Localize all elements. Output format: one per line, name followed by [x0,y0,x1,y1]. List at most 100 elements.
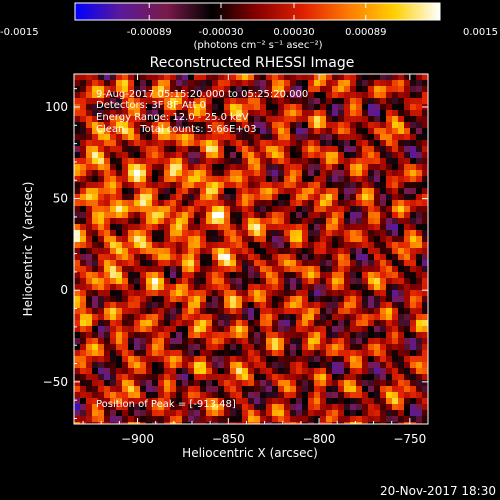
heatmap-pixel [254,266,260,272]
heatmap-pixel [422,158,428,164]
heatmap-pixel [308,332,314,338]
heatmap-pixel [320,404,326,410]
heatmap-pixel [404,260,410,266]
heatmap-pixel [302,98,308,104]
heatmap-pixel [164,104,170,110]
heatmap-pixel [188,206,194,212]
heatmap-pixel [356,386,362,392]
heatmap-pixel [164,278,170,284]
heatmap-pixel [158,224,164,230]
heatmap-pixel [140,356,146,362]
heatmap-pixel [374,236,380,242]
heatmap-pixel [152,350,158,356]
heatmap-pixel [110,200,116,206]
heatmap-pixel [278,416,284,422]
heatmap-pixel [302,374,308,380]
heatmap-pixel [110,212,116,218]
heatmap-pixel [236,350,242,356]
heatmap-pixel [134,128,140,134]
heatmap-pixel [368,236,374,242]
heatmap-pixel [92,158,98,164]
heatmap-pixel [356,272,362,278]
heatmap-pixel [230,368,236,374]
heatmap-pixel [140,314,146,320]
heatmap-pixel [212,398,218,404]
heatmap-pixel [404,74,410,80]
heatmap-pixel [320,314,326,320]
heatmap-pixel [74,344,80,350]
heatmap-pixel [296,398,302,404]
heatmap-pixel [158,344,164,350]
heatmap-pixel [230,200,236,206]
heatmap-pixel [422,80,428,86]
heatmap-pixel [224,374,230,380]
heatmap-pixel [134,272,140,278]
heatmap-pixel [362,248,368,254]
heatmap-pixel [176,278,182,284]
heatmap-pixel [242,74,248,80]
heatmap-pixel [308,320,314,326]
heatmap-pixel [362,242,368,248]
heatmap-pixel [188,386,194,392]
heatmap-pixel [380,416,386,422]
heatmap-pixel [284,152,290,158]
heatmap-pixel [290,398,296,404]
heatmap-pixel [74,386,80,392]
heatmap-pixel [422,332,428,338]
heatmap-pixel [320,80,326,86]
heatmap-pixel [362,416,368,422]
heatmap-pixel [374,200,380,206]
heatmap-pixel [398,362,404,368]
heatmap-pixel [200,326,206,332]
heatmap-pixel [206,146,212,152]
heatmap-pixel [278,374,284,380]
heatmap-pixel [230,122,236,128]
heatmap-pixel [338,332,344,338]
heatmap-pixel [386,422,392,424]
heatmap-pixel [182,416,188,422]
heatmap-pixel [212,356,218,362]
heatmap-pixel [104,344,110,350]
heatmap-pixel [116,152,122,158]
heatmap-pixel [170,140,176,146]
heatmap-pixel [338,266,344,272]
heatmap-pixel [122,272,128,278]
heatmap-pixel [350,386,356,392]
heatmap-pixel [302,386,308,392]
heatmap-pixel [128,320,134,326]
heatmap-pixel [422,140,428,146]
heatmap-pixel [110,122,116,128]
heatmap-pixel [338,326,344,332]
heatmap-pixel [386,404,392,410]
heatmap-pixel [284,230,290,236]
heatmap-pixel [110,206,116,212]
heatmap-pixel [368,422,374,424]
heatmap-pixel [308,152,314,158]
heatmap-pixel [254,320,260,326]
heatmap-pixel [176,92,182,98]
heatmap-pixel [284,320,290,326]
heatmap-pixel [410,242,416,248]
heatmap-pixel [320,320,326,326]
heatmap-pixel [314,188,320,194]
heatmap-pixel [374,248,380,254]
heatmap-pixel [218,398,224,404]
heatmap-pixel [182,326,188,332]
heatmap-pixel [296,308,302,314]
heatmap-pixel [422,302,428,308]
heatmap-pixel [122,242,128,248]
heatmap-pixel [398,278,404,284]
heatmap-pixel [374,254,380,260]
heatmap-pixel [236,362,242,368]
heatmap-pixel [86,218,92,224]
heatmap-pixel [350,200,356,206]
heatmap-pixel [344,188,350,194]
heatmap-pixel [368,92,374,98]
heatmap-pixel [422,122,428,128]
heatmap-pixel [254,410,260,416]
heatmap-pixel [332,140,338,146]
heatmap-pixel [248,266,254,272]
heatmap-pixel [176,80,182,86]
heatmap-pixel [224,356,230,362]
heatmap-pixel [128,224,134,230]
